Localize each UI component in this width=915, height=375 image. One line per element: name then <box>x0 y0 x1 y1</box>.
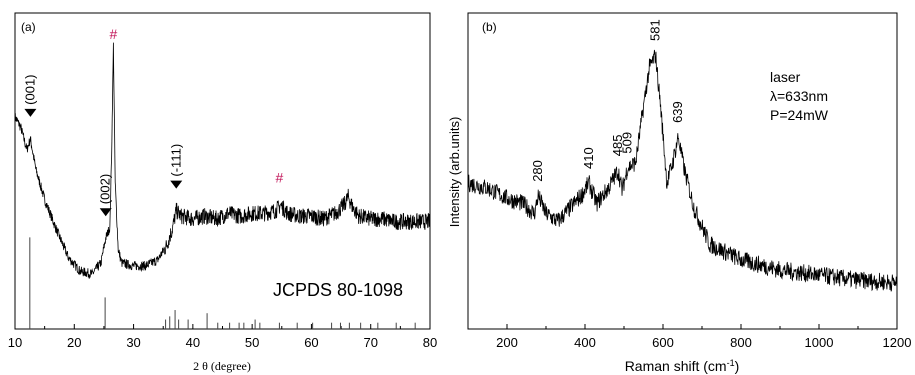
panel-a-miller-index-label: (001) <box>22 74 37 104</box>
panel-a-x-tick-label: 80 <box>423 335 437 350</box>
panel-a-miller-index-label: (-111) <box>168 144 183 177</box>
panel-a-hash-marker: # <box>276 169 284 185</box>
panel-b-x-tick-label: 200 <box>496 335 518 350</box>
panel-b-peak-label: 410 <box>581 147 596 169</box>
panel-b-x-tick-label: 800 <box>730 335 752 350</box>
panel-b-wavelength-label: λ=633nm <box>770 88 828 104</box>
panel-b-y-axis-label: Intensity (arb.units) <box>447 117 462 228</box>
panel-b-label: (b) <box>482 20 497 34</box>
panel-a-x-tick-label: 40 <box>186 335 200 350</box>
panel-a-x-tick-label: 50 <box>245 335 259 350</box>
panel-a-jcpds-label: JCPDS 80-1098 <box>273 280 403 300</box>
panel-b-x-tick-label: 400 <box>574 335 596 350</box>
panel-a-hash-marker: # <box>110 26 118 42</box>
panel-b-laser-label: laser <box>770 69 801 85</box>
panel-b-x-ticks: 200 400 600 800 1000 1200 <box>467 324 912 350</box>
panel-b-series-line <box>467 49 898 292</box>
panel-a-peak-marker <box>170 180 183 189</box>
panel-b-frame <box>467 12 898 330</box>
panel-b-x-axis-label: Raman shift (cm-1) <box>625 358 740 374</box>
panel-b-x-tick-label: 1000 <box>805 335 834 350</box>
panel-a-x-tick-label: 30 <box>126 335 140 350</box>
panel-b-peak-label: 639 <box>670 101 685 123</box>
panel-a-x-axis-label: 2 θ (degree) <box>193 359 251 373</box>
panel-b-peak-label: 581 <box>648 19 663 41</box>
panel-a-label: (a) <box>21 20 36 34</box>
panel-b-peak-label: 485 <box>610 134 625 156</box>
panel-b-peak-label: 280 <box>530 160 545 182</box>
panel-a-annotations: (001) (002) (-111) # # <box>22 26 284 217</box>
panel-a-x-tick-label: 60 <box>304 335 318 350</box>
panel-b-power-label: P=24mW <box>770 107 829 123</box>
panel-a-x-tick-label: 10 <box>8 335 22 350</box>
panel-a-x-tick-label: 20 <box>67 335 81 350</box>
panel-b-x-tick-label: 600 <box>652 335 674 350</box>
panel-a-peak-marker <box>99 208 112 217</box>
panel-a-reference-lines <box>29 237 416 329</box>
panel-b-x-tick-label: 1200 <box>883 335 912 350</box>
panel-a-peak-marker <box>24 108 37 117</box>
panel-b-peak-label: 509 <box>620 132 635 154</box>
panel-a-miller-index-label: (002) <box>98 174 113 204</box>
panel-a-x-ticks: 10 20 30 40 50 60 70 80 <box>8 324 437 350</box>
panel-a-x-tick-label: 70 <box>363 335 377 350</box>
panel-a-series-line <box>14 42 431 279</box>
panel-a: (a) 10 20 30 40 50 60 70 80 (001)(002)(-111)## … <box>8 12 437 373</box>
